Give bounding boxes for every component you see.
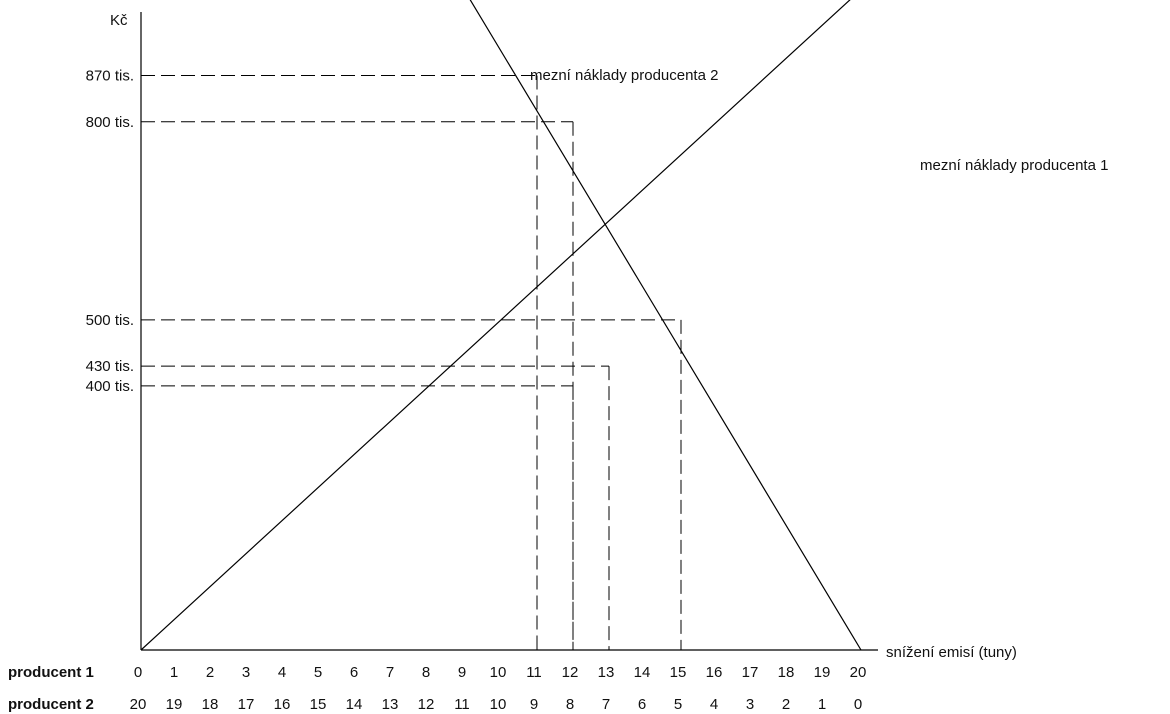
y-tick-label: 870 tis. <box>86 68 134 85</box>
x-tick-label: 1 <box>818 696 826 713</box>
series-line-2 <box>469 0 862 651</box>
y-tick-label: 400 tis. <box>86 378 134 395</box>
series-labels: mezní náklady producenta 1 mezní náklady … <box>530 67 1108 174</box>
x-tick-label: 11 <box>454 696 470 713</box>
x-tick-label: 1 <box>170 664 178 681</box>
x-tick-label: 12 <box>562 664 579 681</box>
x-row-label: producent 2 <box>8 696 94 713</box>
y-axis-label: Kč <box>110 12 128 29</box>
x-tick-label: 2 <box>206 664 214 681</box>
x-tick-label: 7 <box>386 664 394 681</box>
series-label-1: mezní náklady producenta 1 <box>920 157 1108 174</box>
axes <box>140 12 878 651</box>
y-tick-label: 800 tis. <box>86 114 134 131</box>
x-tick-label: 5 <box>314 664 322 681</box>
x-tick-label: 16 <box>274 696 291 713</box>
x-tick-label: 3 <box>746 696 754 713</box>
x-tick-label: 2 <box>782 696 790 713</box>
x-tick-label: 17 <box>742 664 759 681</box>
x-tick-label: 4 <box>710 696 718 713</box>
series-lines <box>140 0 862 651</box>
y-tick-label: 430 tis. <box>86 358 134 375</box>
x-tick-label: 9 <box>530 696 538 713</box>
x-tick-label: 15 <box>670 664 687 681</box>
x-tick-label: 15 <box>310 696 327 713</box>
x-tick-label: 6 <box>350 664 358 681</box>
x-tick-label: 10 <box>490 696 507 713</box>
x-tick-label: 14 <box>634 664 651 681</box>
x-tick-rows: producent 1 0 1 2 3 4 5 6 7 8 9 10 11 12 13 14 15 16 17 18 1… <box>8 664 866 713</box>
x-tick-label: 8 <box>422 664 430 681</box>
y-tick-labels: 870 tis. 800 tis. 500 tis. 430 tis. 400 tis. <box>86 68 134 395</box>
x-tick-label: 0 <box>134 664 142 681</box>
x-row-label: producent 1 <box>8 664 94 681</box>
reference-lines <box>141 75 682 650</box>
x-tick-label: 0 <box>854 696 862 713</box>
x-tick-label: 14 <box>346 696 363 713</box>
series-label-2: mezní náklady producenta 2 <box>530 67 718 84</box>
x-tick-label: 13 <box>598 664 615 681</box>
y-tick-label: 500 tis. <box>86 312 134 329</box>
x-tick-label: 9 <box>458 664 466 681</box>
x-tick-label: 4 <box>278 664 286 681</box>
x-tick-label: 13 <box>382 696 399 713</box>
x-tick-label: 19 <box>166 696 183 713</box>
x-tick-label: 6 <box>638 696 646 713</box>
x-tick-label: 19 <box>814 664 831 681</box>
x-tick-label: 20 <box>850 664 867 681</box>
x-tick-label: 3 <box>242 664 250 681</box>
x-tick-label: 5 <box>674 696 682 713</box>
x-tick-label: 7 <box>602 696 610 713</box>
x-axis-label: snížení emisí (tuny) <box>886 644 1017 661</box>
series-line-1 <box>140 0 851 651</box>
x-tick-label: 11 <box>526 664 542 681</box>
x-tick-label: 10 <box>490 664 507 681</box>
x-tick-label: 18 <box>778 664 795 681</box>
x-tick-label: 12 <box>418 696 435 713</box>
x-tick-label: 18 <box>202 696 219 713</box>
x-tick-label: 17 <box>238 696 255 713</box>
x-tick-label: 16 <box>706 664 723 681</box>
x-tick-label: 20 <box>130 696 147 713</box>
x-tick-label: 8 <box>566 696 574 713</box>
